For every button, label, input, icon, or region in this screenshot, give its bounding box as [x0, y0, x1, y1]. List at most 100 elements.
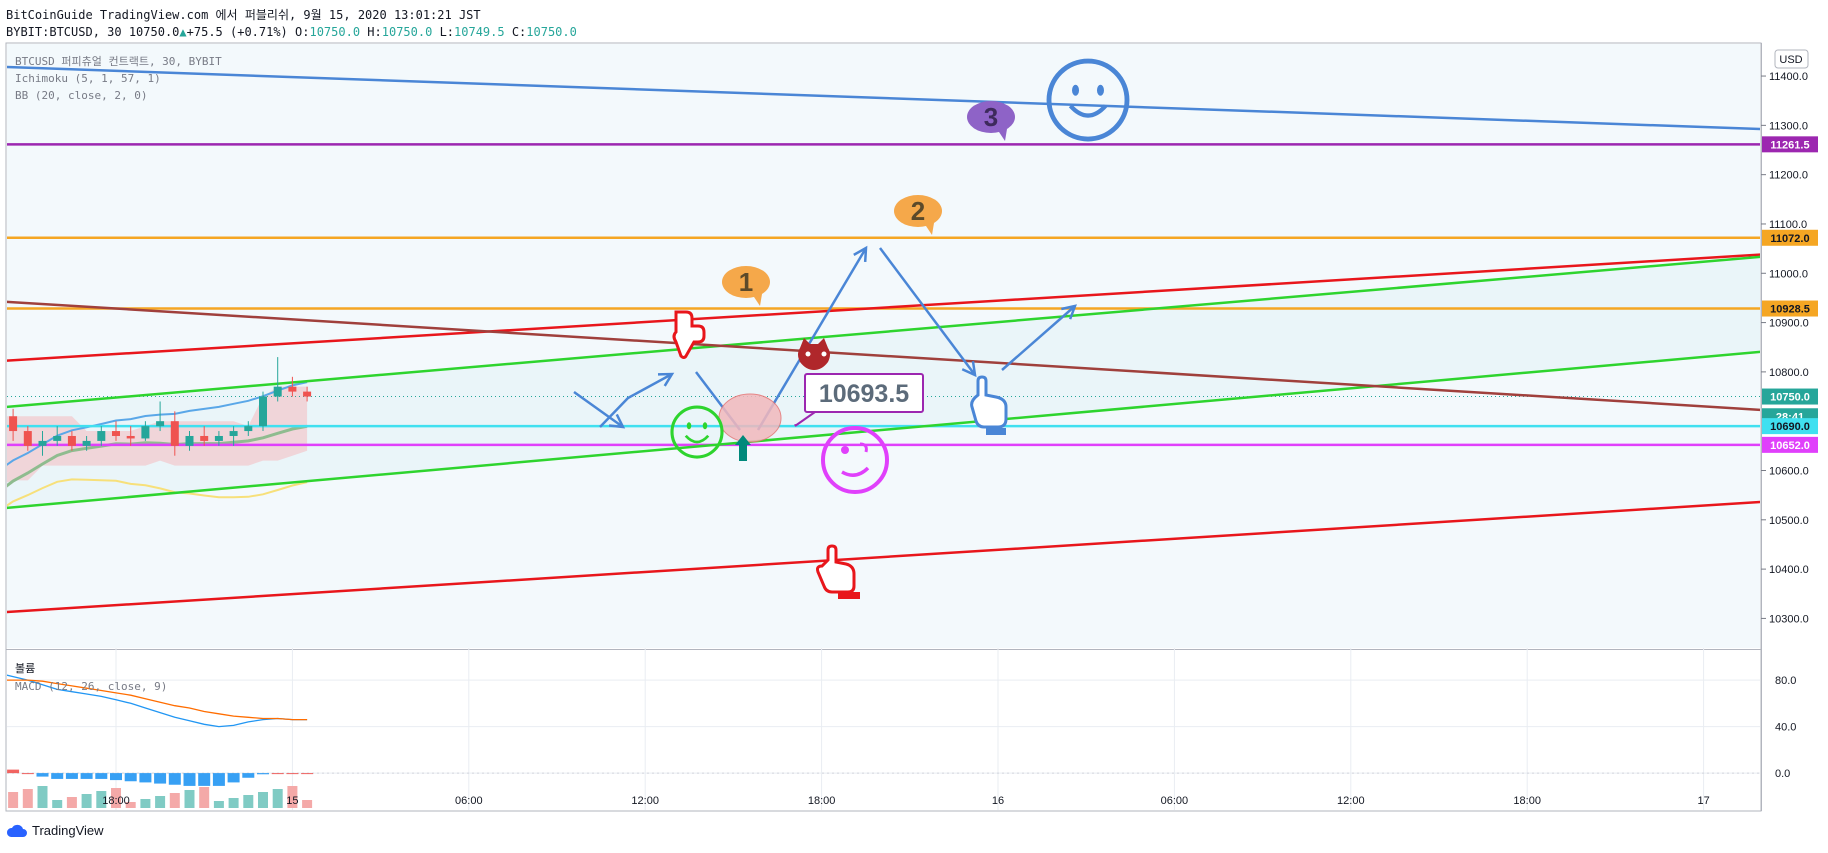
price-tick-label: 10600.0	[1769, 465, 1809, 477]
candle-body	[82, 440, 91, 446]
price-badge	[1762, 300, 1818, 317]
bubble-1-number: 1	[739, 267, 753, 297]
bubble-2-tail	[924, 223, 934, 235]
candle-body	[156, 421, 165, 427]
trend-line	[7, 65, 1760, 131]
bb-legend: BB (20, close, 2, 0)	[15, 89, 147, 102]
candle-body	[244, 426, 253, 432]
candle-body	[0, 416, 2, 441]
ichimoku-cloud	[7, 386, 308, 483]
bubble-1	[722, 266, 770, 298]
bubble-3-tail	[997, 129, 1007, 141]
candle-body	[185, 435, 194, 446]
macd-legend: MACD (12, 26, close, 9)	[15, 680, 167, 693]
up-arrow-icon: ▲	[179, 25, 187, 39]
trend-line	[7, 253, 1760, 362]
volume-bar	[111, 788, 121, 808]
volume-bar	[8, 792, 19, 808]
smiley-blue-icon	[1046, 58, 1130, 142]
time-tick-label: 16	[992, 795, 1004, 807]
candle-body	[288, 386, 297, 392]
macd-histogram-bar	[0, 766, 4, 773]
macd-histogram-bar	[212, 773, 225, 786]
price-badges: 11261.511072.010928.510750.028:4110690.0…	[1762, 136, 1818, 453]
volume-bar	[66, 797, 77, 808]
volume-bar	[258, 792, 268, 808]
time-tick-label: 18:00	[1513, 795, 1541, 807]
price-badge	[1762, 229, 1818, 246]
confused-face-icon	[821, 426, 889, 494]
cat-icon-eye	[821, 351, 827, 357]
smiley-green-icon-eye	[702, 422, 708, 430]
macd-histogram-bar	[154, 773, 167, 784]
volume-bar	[243, 795, 254, 808]
bb-lower	[7, 478, 308, 507]
candle-body	[67, 435, 76, 446]
arrow-head	[853, 245, 868, 263]
price-badge-label: 10690.0	[1770, 421, 1810, 433]
indicator-lines	[7, 381, 308, 507]
red-hand-up-icon	[816, 544, 856, 594]
high-value: 10750.0	[381, 25, 433, 39]
macd-histogram-bar	[124, 773, 137, 782]
macd-histogram-bar	[198, 773, 211, 786]
high-label: H:	[367, 25, 382, 39]
trend-line	[7, 350, 1760, 510]
tradingview-cloud-icon	[6, 824, 27, 837]
candle-body	[229, 431, 238, 436]
time-tick-label: 17	[1697, 795, 1709, 807]
candle-body	[200, 435, 209, 441]
price-badge	[1762, 418, 1818, 435]
volume-bar	[213, 801, 224, 808]
drawing-annotations[interactable]: 10693.5 1 2 3	[573, 58, 1130, 599]
price-tick-label: 11300.0	[1769, 120, 1808, 132]
macd-pane	[0, 674, 1760, 808]
tradingview-logo[interactable]: TradingView	[6, 823, 104, 838]
macd-histogram-bar	[51, 773, 64, 779]
publish-info: BitCoinGuide TradingView.com 에서 퍼블리쉬, 9월…	[6, 8, 481, 22]
macd-histogram-bar	[139, 773, 152, 783]
shaded-zones	[7, 44, 1760, 648]
macd-histogram-bar	[271, 773, 284, 775]
macd-histogram-bar	[36, 773, 49, 777]
price-tick-label: 10400.0	[1769, 564, 1809, 576]
callout-pointer	[794, 411, 816, 427]
ichimoku-baseline	[7, 424, 308, 488]
macd-histogram-bar	[286, 773, 299, 775]
macd-histogram-bar	[183, 773, 196, 786]
close-label: C:	[511, 25, 527, 39]
arrow-head	[657, 372, 675, 387]
price-badge-label: 11072.0	[1770, 233, 1809, 245]
candle-body	[23, 431, 32, 446]
price-badge-label: 10652.0	[1770, 440, 1810, 452]
confused-face-mouth	[841, 466, 870, 477]
price-badge-label: 10928.5	[1770, 304, 1810, 316]
ichimoku-legend: Ichimoku (5, 1, 57, 1)	[15, 72, 161, 85]
volume-bar	[199, 787, 210, 808]
volume-bar	[302, 800, 313, 808]
bubble-2-number: 2	[911, 196, 925, 226]
time-tick-label: 15	[286, 795, 298, 807]
arrow-head	[1061, 304, 1077, 320]
price-axis[interactable]: 11400.0 11300.0 11200.0 11100.0 11000.0 10900…	[1761, 71, 1809, 780]
candle-body	[97, 431, 106, 441]
forecast-arrow	[599, 372, 673, 428]
time-tick-label: 12:00	[631, 795, 659, 807]
candle-body	[214, 435, 223, 441]
macd-tick-label: 40.0	[1775, 722, 1796, 734]
candle-body	[303, 391, 312, 397]
macd-tick-label: 80.0	[1775, 675, 1796, 687]
price-tick-label: 10300.0	[1769, 613, 1809, 625]
time-axis[interactable]: 18:00 15 06:00 12:00 18:00 16 06:00 12:00 18:00 1…	[102, 795, 1828, 807]
last-price: 10750.0	[128, 25, 180, 39]
candle-body	[126, 435, 135, 439]
blue-hand-cuff	[986, 428, 1006, 435]
time-tick-label: 18:00	[102, 795, 130, 807]
currency-box[interactable]	[1774, 49, 1809, 69]
volume-bar	[228, 798, 239, 808]
price-tick-label: 11400.0	[1769, 71, 1808, 83]
chart-title: BTCUSD 퍼피츄얼 컨트랙트, 30, BYBIT	[15, 54, 222, 68]
time-tick-label: 06:00	[1161, 795, 1189, 807]
low-value: 10749.5	[454, 25, 505, 39]
